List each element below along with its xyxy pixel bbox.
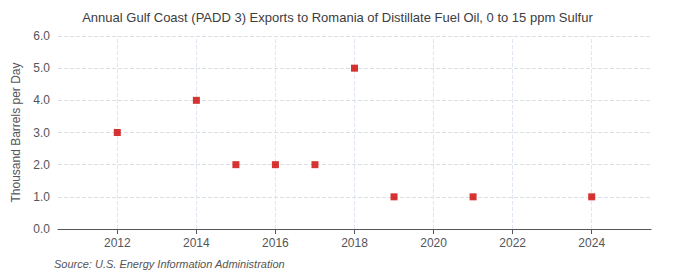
svg-text:Source: U.S. Energy Informatio: Source: U.S. Energy Information Administ… [54, 258, 285, 270]
svg-text:Annual Gulf Coast (PADD 3) Exp: Annual Gulf Coast (PADD 3) Exports to Ro… [82, 10, 593, 25]
svg-text:0.0: 0.0 [33, 222, 50, 236]
svg-text:2022: 2022 [499, 236, 526, 250]
svg-text:3.0: 3.0 [33, 126, 50, 140]
svg-text:2012: 2012 [104, 236, 131, 250]
svg-text:2018: 2018 [341, 236, 368, 250]
svg-text:4.0: 4.0 [33, 93, 50, 107]
svg-text:6.0: 6.0 [33, 29, 50, 43]
svg-text:5.0: 5.0 [33, 61, 50, 75]
svg-text:2020: 2020 [420, 236, 447, 250]
svg-text:2024: 2024 [578, 236, 605, 250]
svg-text:2014: 2014 [183, 236, 210, 250]
svg-text:Thousand Barrels per Day: Thousand Barrels per Day [9, 62, 23, 202]
svg-text:1.0: 1.0 [33, 190, 50, 204]
svg-text:2016: 2016 [262, 236, 289, 250]
svg-text:2.0: 2.0 [33, 158, 50, 172]
